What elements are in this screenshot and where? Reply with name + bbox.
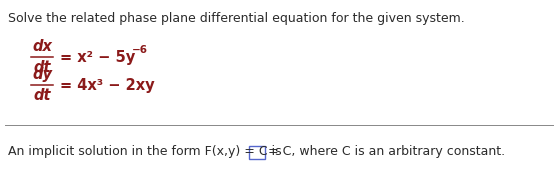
Text: = C, where C is an arbitrary constant.: = C, where C is an arbitrary constant. [268, 145, 505, 159]
Text: −6: −6 [132, 45, 148, 55]
Text: dt: dt [33, 60, 51, 75]
Text: = x² − 5y: = x² − 5y [60, 50, 135, 65]
Text: dx: dx [32, 39, 52, 54]
Bar [249, 145, 265, 159]
Text: = 4x³ − 2xy: = 4x³ − 2xy [60, 77, 155, 93]
Text: dt: dt [33, 88, 51, 103]
Text: dy: dy [32, 67, 52, 82]
Text: Solve the related phase plane differential equation for the given system.: Solve the related phase plane differenti… [8, 12, 465, 25]
Text: An implicit solution in the form F(x,y) = C is: An implicit solution in the form F(x,y) … [8, 145, 282, 159]
